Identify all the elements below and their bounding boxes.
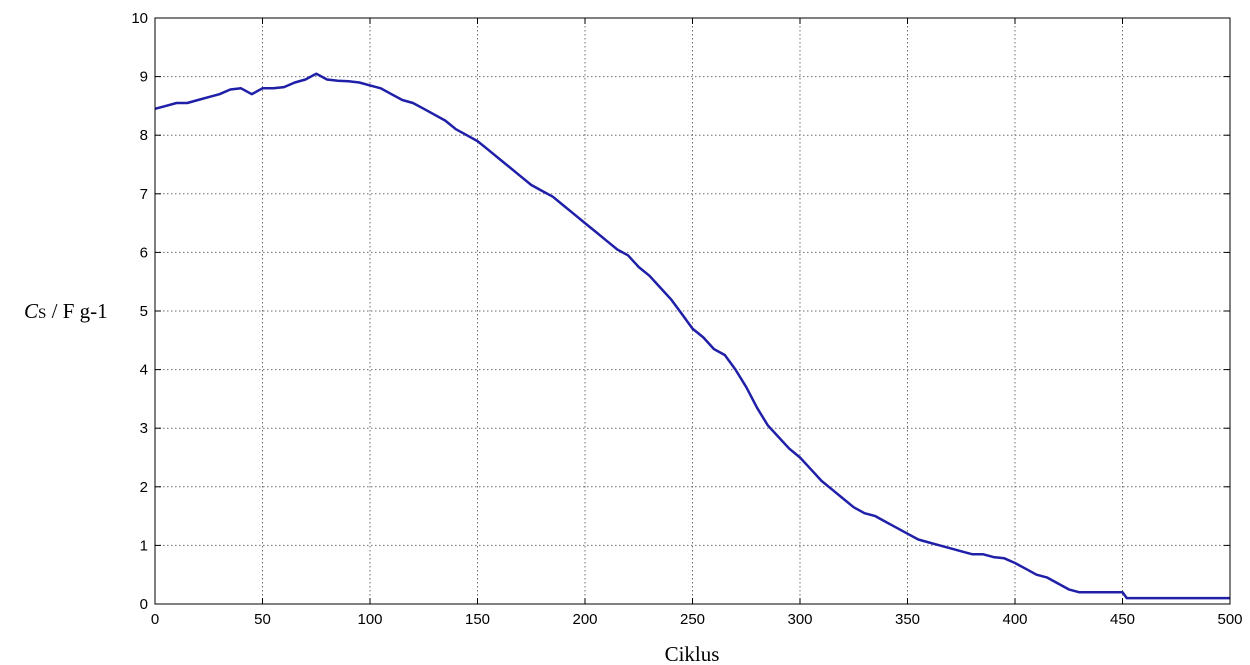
x-tick-labels: 0 50 100 150 200 250 300 350 400 450 500 bbox=[151, 611, 1243, 628]
y-tick-label: 6 bbox=[140, 244, 148, 261]
y-tick-label: 0 bbox=[140, 596, 148, 613]
grid-lines bbox=[155, 18, 1230, 604]
y-tick-label: 8 bbox=[140, 127, 148, 144]
x-axis-title: Ciklus bbox=[665, 642, 720, 665]
y-tick-label: 2 bbox=[140, 479, 148, 496]
series-line bbox=[154, 72, 1230, 600]
x-tick-label: 100 bbox=[357, 611, 382, 628]
y-axis-title-symbol: C bbox=[24, 299, 39, 323]
y-tick-label: 1 bbox=[140, 537, 148, 554]
x-tick-label: 450 bbox=[1110, 611, 1135, 628]
y-axis-title-units: / F g-1 bbox=[46, 299, 107, 323]
x-tick-label: 200 bbox=[572, 611, 597, 628]
tick-marks bbox=[154, 17, 1231, 605]
x-tick-label: 50 bbox=[254, 611, 271, 628]
y-axis-title: CS / F g-1 bbox=[24, 299, 108, 323]
y-tick-label: 3 bbox=[140, 420, 148, 437]
x-tick-label: 300 bbox=[787, 611, 812, 628]
y-tick-label: 9 bbox=[140, 69, 148, 86]
y-tick-label: 10 bbox=[131, 10, 148, 27]
y-tick-labels: 0 1 2 3 4 5 6 7 8 9 10 bbox=[131, 10, 148, 613]
x-tick-label: 500 bbox=[1217, 611, 1242, 628]
y-tick-label: 7 bbox=[140, 186, 148, 203]
y-tick-label: 4 bbox=[140, 362, 148, 379]
x-tick-label: 0 bbox=[151, 611, 159, 628]
y-axis-title-subscript: S bbox=[38, 306, 46, 322]
x-tick-label: 250 bbox=[680, 611, 705, 628]
x-tick-label: 400 bbox=[1002, 611, 1027, 628]
y-tick-label: 5 bbox=[140, 303, 148, 320]
x-tick-label: 350 bbox=[895, 611, 920, 628]
series-layer bbox=[154, 72, 1230, 600]
x-tick-label: 150 bbox=[465, 611, 490, 628]
